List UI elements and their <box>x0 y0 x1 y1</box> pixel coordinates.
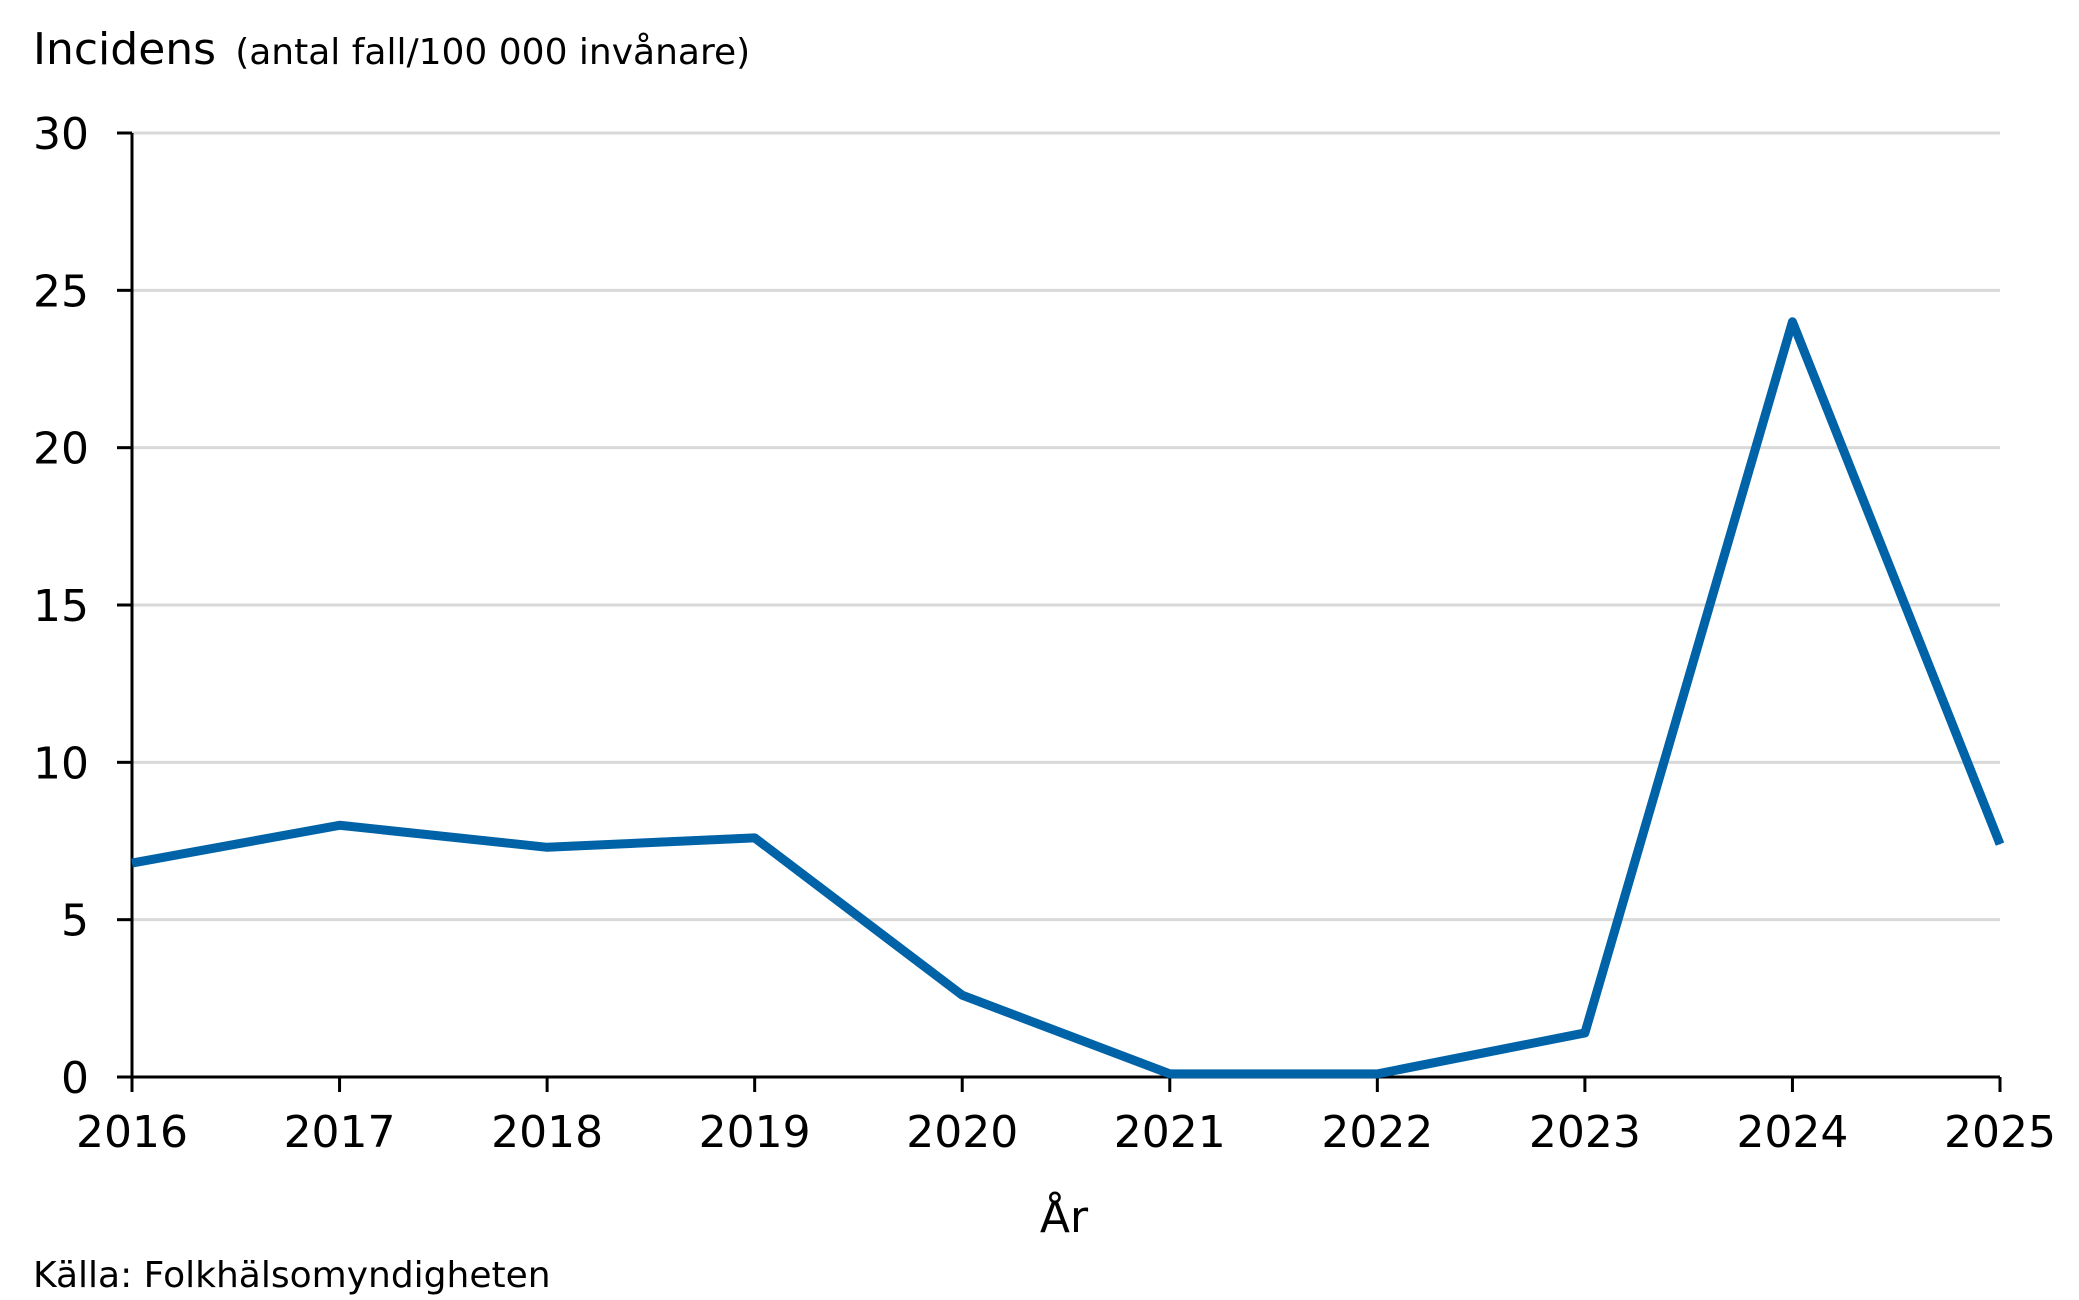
y-tick-label: 5 <box>61 896 89 947</box>
x-axis-label: År <box>1040 1190 1089 1243</box>
x-tick-label: 2024 <box>1736 1107 1848 1158</box>
x-tick-label: 2020 <box>906 1107 1018 1158</box>
x-tick-label: 2023 <box>1529 1107 1641 1158</box>
x-tick-label: 2016 <box>76 1107 188 1158</box>
y-axis-ticks: 0 5 10 15 20 25 30 <box>33 109 132 1104</box>
y-axis-label: Incidens (antal fall/100 000 invånare) <box>33 24 750 75</box>
data-point <box>339 824 341 826</box>
data-point <box>1584 1032 1586 1034</box>
data-point <box>1791 321 1793 323</box>
y-tick-label: 20 <box>33 424 89 475</box>
x-axis-ticks: 2016 2017 2018 2019 2020 2021 2022 2023 2024 2025 <box>76 1077 2056 1158</box>
x-tick-label: 2019 <box>699 1107 811 1158</box>
y-tick-label: 30 <box>33 109 89 160</box>
y-axis-label-unit: (antal fall/100 000 invånare) <box>235 32 750 73</box>
y-tick-label: 0 <box>61 1053 89 1104</box>
series-group <box>131 317 2005 1079</box>
data-point <box>961 994 963 996</box>
x-tick-label: 2018 <box>491 1107 603 1158</box>
gridlines <box>132 131 2000 922</box>
x-tick-label: 2022 <box>1321 1107 1433 1158</box>
data-point <box>1999 843 2001 845</box>
data-point <box>1169 1073 1171 1075</box>
y-tick-label: 25 <box>33 266 89 317</box>
x-tick-label: 2021 <box>1114 1107 1226 1158</box>
y-tick-label: 10 <box>33 738 89 789</box>
x-tick-label: 2025 <box>1944 1107 2056 1158</box>
data-point <box>131 862 133 864</box>
data-point <box>754 837 756 839</box>
data-point <box>546 846 548 848</box>
series-line <box>131 317 2005 1079</box>
y-axis-label-main: Incidens <box>33 24 216 75</box>
x-tick-label: 2017 <box>284 1107 396 1158</box>
data-point <box>1376 1073 1378 1075</box>
y-tick-label: 15 <box>33 581 89 632</box>
source-note: Källa: Folkhälsomyndigheten <box>33 1255 551 1296</box>
